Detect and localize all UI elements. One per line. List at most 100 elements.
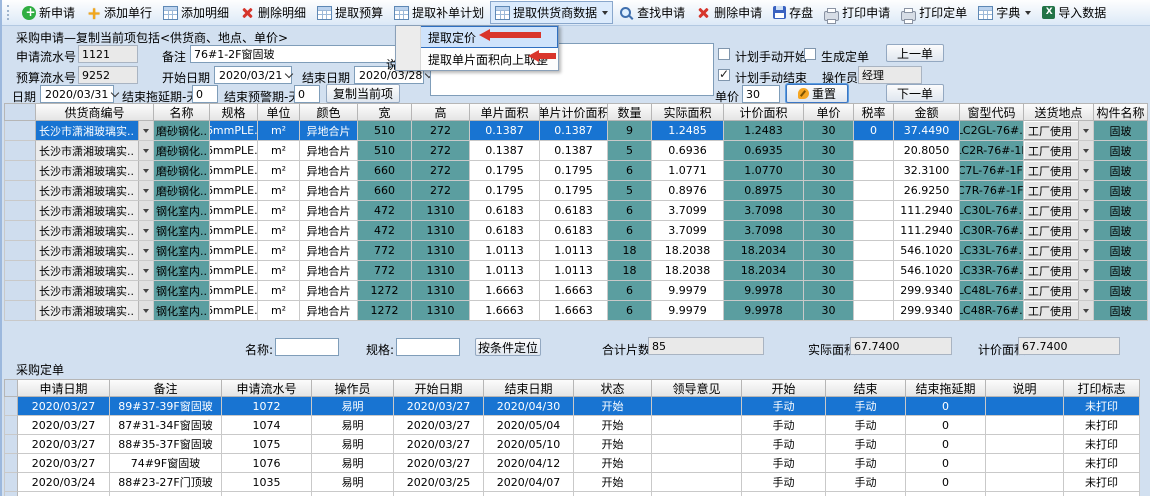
cell-piece-priced-area[interactable]: 0.6183 bbox=[540, 201, 608, 221]
cell-window-code[interactable]: LC7R-76#-1FO bbox=[960, 181, 1024, 201]
cell-color[interactable]: 异地合片 bbox=[300, 301, 358, 321]
cell-start-date[interactable]: 2020/03/25 bbox=[394, 473, 484, 492]
cell-remark[interactable]: 88#35-37F窗固玻 bbox=[110, 435, 222, 454]
column-header-name[interactable]: 名称 bbox=[154, 103, 210, 121]
cell-color[interactable]: 异地合片 bbox=[300, 241, 358, 261]
cell-height[interactable]: 1310 bbox=[412, 301, 470, 321]
dropdown-caret-icon[interactable] bbox=[1025, 10, 1032, 15]
cell-spec[interactable]: 6mmPLE.. bbox=[210, 221, 258, 241]
cell-component[interactable]: 固玻 bbox=[1094, 121, 1148, 141]
plan-manual-start-checkbox[interactable] bbox=[718, 48, 730, 60]
cell-component[interactable]: 固玻 bbox=[1094, 141, 1148, 161]
cell-start-date[interactable]: 2020/03/27 bbox=[394, 416, 484, 435]
cell-component[interactable]: 固玻 bbox=[1094, 241, 1148, 261]
cell-tax[interactable] bbox=[854, 221, 894, 241]
toolbar-button-print-order[interactable]: 打印定单 bbox=[896, 1, 972, 24]
cell-unit[interactable]: m² bbox=[258, 121, 300, 141]
cell-amount[interactable]: 299.9340 bbox=[894, 281, 960, 301]
cell-spec[interactable]: 6mmPLE.. bbox=[210, 121, 258, 141]
priced-area-input[interactable] bbox=[1018, 337, 1120, 355]
cell-width[interactable]: 1272 bbox=[358, 301, 412, 321]
cell-end[interactable] bbox=[826, 492, 906, 496]
cell-piece-area[interactable]: 1.0113 bbox=[470, 241, 540, 261]
column-header-remark[interactable]: 备注 bbox=[110, 379, 222, 397]
cell-qty[interactable]: 5 bbox=[608, 181, 652, 201]
cell-unit[interactable]: m² bbox=[258, 181, 300, 201]
cell-height[interactable]: 272 bbox=[412, 161, 470, 181]
cell-window-code[interactable]: LC2GL-76#.. bbox=[960, 121, 1024, 141]
cell-actual-area[interactable]: 0.8976 bbox=[652, 181, 724, 201]
cell-supplier[interactable]: 长沙市潇湘玻璃实.. bbox=[36, 221, 154, 241]
cell-status[interactable]: 开始 bbox=[574, 454, 652, 473]
row-selector[interactable] bbox=[4, 161, 36, 181]
cell-window-code[interactable]: LC33L-76#.. bbox=[960, 241, 1024, 261]
cell-note[interactable] bbox=[986, 454, 1064, 473]
table-row[interactable] bbox=[4, 492, 1140, 496]
cell-priced-area[interactable]: 1.2483 bbox=[724, 121, 804, 141]
cell-qty[interactable]: 6 bbox=[608, 161, 652, 181]
cell-priced-area[interactable]: 3.7098 bbox=[724, 221, 804, 241]
cell-actual-area[interactable]: 1.0771 bbox=[652, 161, 724, 181]
cell-supplier[interactable]: 长沙市潇湘玻璃实.. bbox=[36, 281, 154, 301]
cell-color[interactable]: 异地合片 bbox=[300, 281, 358, 301]
cell-height[interactable]: 272 bbox=[412, 141, 470, 161]
cell-piece-priced-area[interactable]: 1.0113 bbox=[540, 261, 608, 281]
cell-spec[interactable]: 6mmPLE.. bbox=[210, 201, 258, 221]
chevron-down-icon[interactable] bbox=[138, 261, 153, 280]
cell-end[interactable]: 手动 bbox=[826, 416, 906, 435]
cell-tax[interactable] bbox=[854, 141, 894, 161]
cell-apply-date[interactable]: 2020/03/27 bbox=[18, 397, 110, 416]
cell-end-date[interactable]: 2020/05/10 bbox=[484, 435, 574, 454]
reset-button[interactable]: 重置 bbox=[786, 84, 848, 103]
cell-delivery[interactable]: 工厂使用 bbox=[1024, 261, 1094, 281]
actual-area-input[interactable] bbox=[850, 337, 952, 355]
cell-apply-date[interactable]: 2020/03/27 bbox=[18, 435, 110, 454]
cell-piece-priced-area[interactable]: 0.1795 bbox=[540, 181, 608, 201]
cell-actual-area[interactable]: 9.9979 bbox=[652, 281, 724, 301]
cell-start-date[interactable]: 2020/03/27 bbox=[394, 397, 484, 416]
cell-name[interactable]: 钢化室内.. bbox=[154, 221, 210, 241]
cell-name[interactable]: 钢化室内.. bbox=[154, 241, 210, 261]
row-selector[interactable] bbox=[4, 416, 18, 435]
cell-unit[interactable]: m² bbox=[258, 241, 300, 261]
cell-spec[interactable]: 6mmPLE.. bbox=[210, 281, 258, 301]
cell-height[interactable]: 1310 bbox=[412, 261, 470, 281]
cell-print-flag[interactable] bbox=[1064, 492, 1140, 496]
copy-current-button[interactable]: 复制当前项 bbox=[326, 84, 400, 103]
cell-qty[interactable]: 18 bbox=[608, 241, 652, 261]
locate-by-condition-button[interactable]: 按条件定位 bbox=[475, 338, 541, 356]
column-header-width[interactable]: 宽 bbox=[358, 103, 412, 121]
column-header-delivery[interactable]: 送货地点 bbox=[1024, 103, 1094, 121]
cell-unit-price[interactable]: 30 bbox=[804, 181, 854, 201]
cell-operator[interactable]: 易明 bbox=[312, 473, 394, 492]
cell-priced-area[interactable]: 0.8975 bbox=[724, 181, 804, 201]
table-row[interactable]: 长沙市潇湘玻璃实..磨砂钢化..6mmPLE..m²异地合片5102720.13… bbox=[4, 121, 1148, 141]
cell-start[interactable]: 手动 bbox=[742, 435, 826, 454]
cell-piece-area[interactable]: 0.6183 bbox=[470, 221, 540, 241]
cell-component[interactable]: 固玻 bbox=[1094, 181, 1148, 201]
cell-window-code[interactable]: LC30L-76#.. bbox=[960, 201, 1024, 221]
cell-delay[interactable] bbox=[906, 492, 986, 496]
cell-amount[interactable]: 546.1020 bbox=[894, 241, 960, 261]
cell-supplier[interactable]: 长沙市潇湘玻璃实.. bbox=[36, 201, 154, 221]
column-header-serial[interactable]: 申请流水号 bbox=[222, 379, 312, 397]
cell-unit[interactable]: m² bbox=[258, 161, 300, 181]
cell-unit-price[interactable]: 30 bbox=[804, 161, 854, 181]
cell-supplier[interactable]: 长沙市潇湘玻璃实.. bbox=[36, 241, 154, 261]
cell-component[interactable]: 固玻 bbox=[1094, 301, 1148, 321]
cell-name[interactable]: 钢化室内.. bbox=[154, 301, 210, 321]
cell-operator[interactable]: 易明 bbox=[312, 397, 394, 416]
table-row[interactable]: 长沙市潇湘玻璃实..钢化室内..6mmPLE..m²异地合片127213101.… bbox=[4, 301, 1148, 321]
cell-priced-area[interactable]: 9.9978 bbox=[724, 281, 804, 301]
table-row[interactable]: 2020/03/24 88#23-27F门顶玻 1035 易明 2020/03/25 20… bbox=[4, 473, 1140, 492]
chevron-down-icon[interactable] bbox=[138, 281, 153, 300]
cell-name[interactable]: 磨砂钢化.. bbox=[154, 181, 210, 201]
cell-leader-opinion[interactable] bbox=[652, 454, 742, 473]
cell-amount[interactable]: 20.8050 bbox=[894, 141, 960, 161]
cell-start[interactable]: 手动 bbox=[742, 416, 826, 435]
cell-color[interactable]: 异地合片 bbox=[300, 221, 358, 241]
cell-status[interactable]: 开始 bbox=[574, 435, 652, 454]
chevron-down-icon[interactable] bbox=[1078, 121, 1093, 140]
delay-days-input[interactable] bbox=[192, 85, 218, 103]
plan-manual-end-checkbox[interactable] bbox=[718, 67, 730, 81]
